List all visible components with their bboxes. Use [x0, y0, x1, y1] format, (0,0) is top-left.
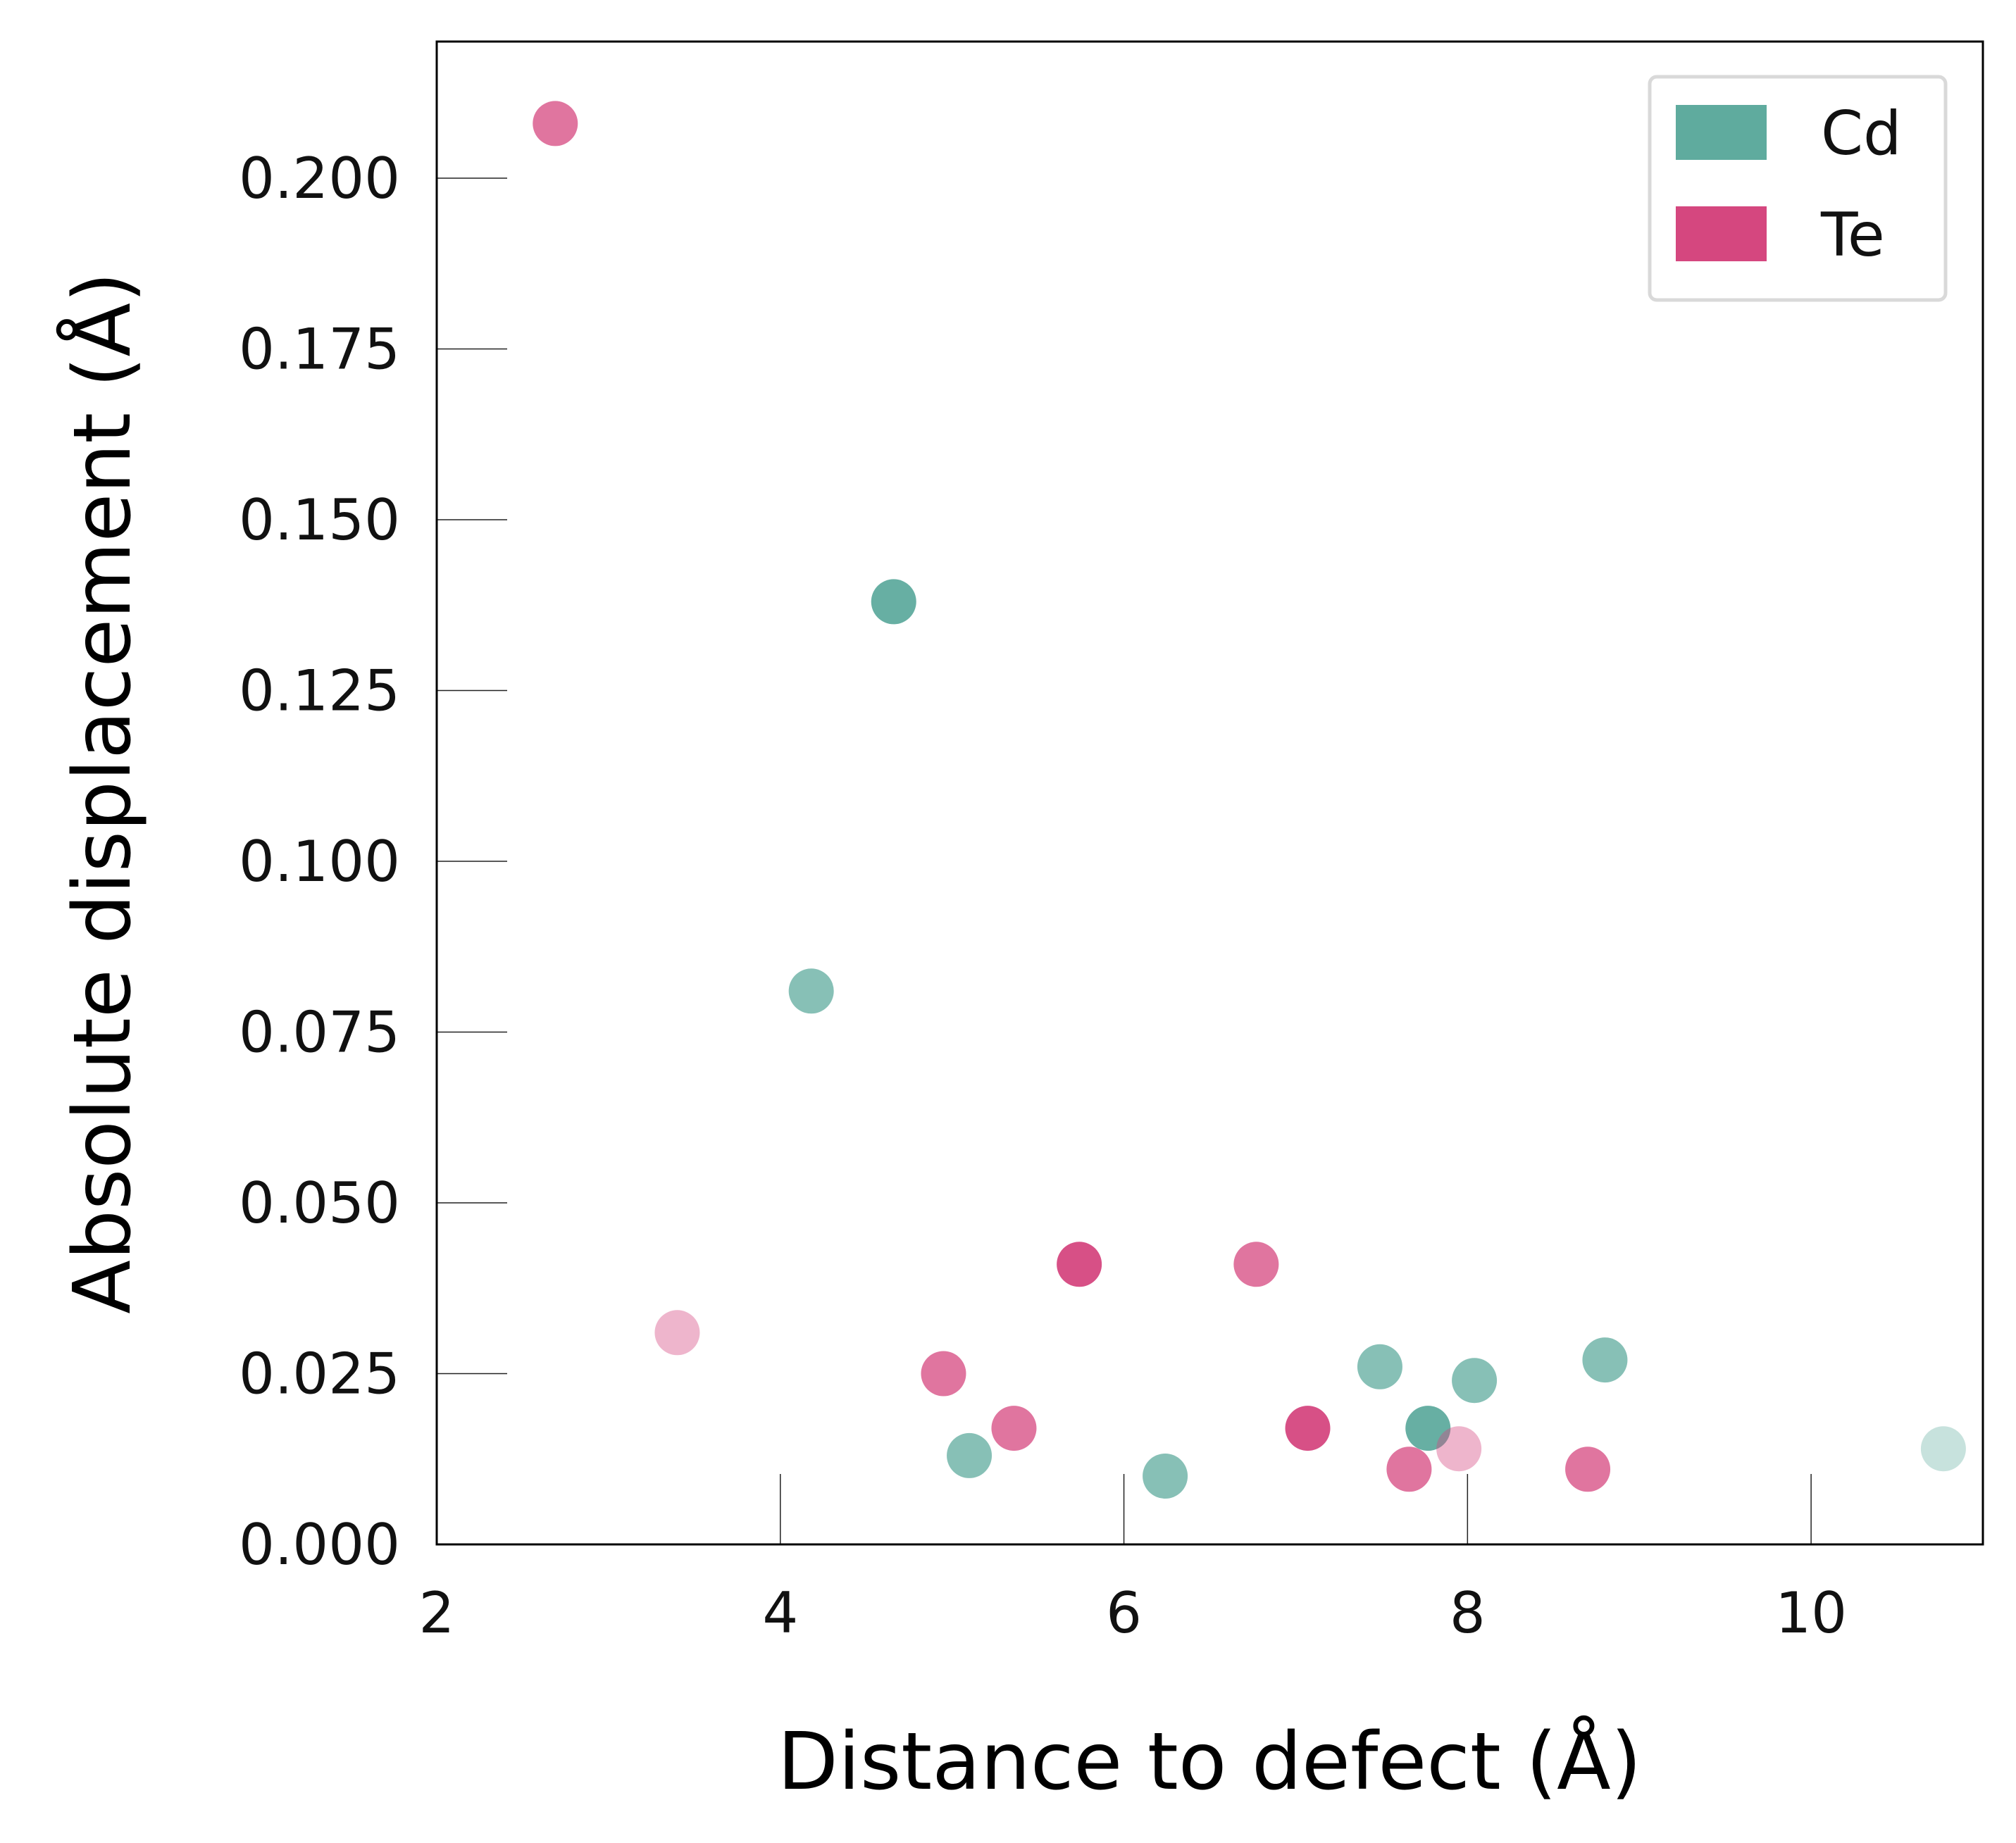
- y-tick-label: 0.075: [239, 1000, 400, 1066]
- y-tick-label: 0.100: [239, 829, 400, 894]
- data-point-cd: [871, 579, 916, 625]
- legend-label-te: Te: [1820, 200, 1885, 270]
- data-point-cd: [947, 1432, 993, 1478]
- data-point-te: [1436, 1426, 1482, 1472]
- axis-ticks: [437, 177, 1812, 1544]
- data-point-cd: [788, 968, 834, 1014]
- data-point-te: [1386, 1447, 1432, 1492]
- legend-swatch-cd: [1676, 105, 1767, 160]
- legend-label-cd: Cd: [1821, 99, 1902, 169]
- y-tick-label: 0.000: [239, 1512, 400, 1578]
- data-point-cd: [1405, 1406, 1451, 1451]
- data-point-te: [1565, 1447, 1611, 1492]
- y-tick-label: 0.025: [239, 1342, 400, 1407]
- legend-swatch-te: [1676, 206, 1767, 261]
- data-point-cd: [1452, 1358, 1498, 1404]
- y-tick-label: 0.175: [239, 317, 400, 382]
- data-point-cd: [1920, 1426, 1966, 1472]
- data-point-te: [991, 1406, 1037, 1451]
- data-point-te: [533, 101, 578, 146]
- x-axis-title: Distance to defect (Å): [778, 1716, 1642, 1808]
- x-tick-label: 6: [1106, 1580, 1142, 1646]
- x-tick-label: 2: [419, 1580, 455, 1646]
- data-point-cd: [1582, 1337, 1628, 1383]
- y-tick-label: 0.200: [239, 146, 400, 211]
- legend: Cd Te: [1648, 75, 1948, 302]
- data-point-te: [1057, 1242, 1102, 1287]
- y-tick-labels: 0.000 0.025 0.050 0.075 0.100 0.125 0.150 0.175…: [239, 146, 400, 1578]
- data-point-cd: [1143, 1454, 1188, 1499]
- x-tick-labels: 2 4 6 8 10: [419, 1580, 1847, 1646]
- y-tick-label: 0.125: [239, 658, 400, 724]
- x-tick-label: 4: [762, 1580, 798, 1646]
- data-point-te: [654, 1310, 700, 1356]
- plot-frame: [435, 40, 1984, 1546]
- x-tick-label: 10: [1775, 1580, 1847, 1646]
- data-points: [533, 101, 1966, 1499]
- y-tick-label: 0.150: [239, 487, 400, 553]
- y-axis-title: Absolute displacement (Å): [56, 272, 149, 1314]
- data-point-cd: [1357, 1344, 1402, 1389]
- x-tick-label: 8: [1450, 1580, 1486, 1646]
- data-point-te: [1233, 1242, 1279, 1287]
- data-point-te: [1285, 1406, 1331, 1451]
- data-point-te: [921, 1351, 966, 1397]
- y-tick-label: 0.050: [239, 1170, 400, 1236]
